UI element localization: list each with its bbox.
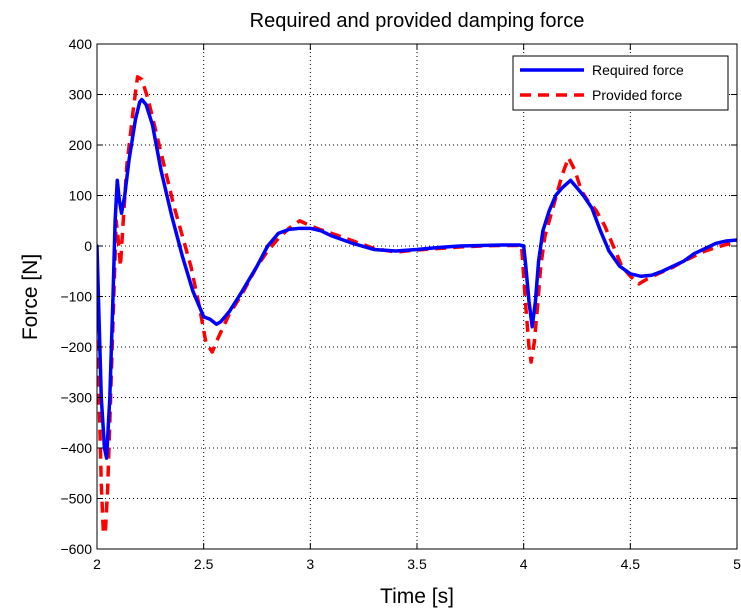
series-line-required-force — [97, 97, 737, 460]
y-tick-label: −300 — [60, 390, 92, 406]
axis-tick-labels: 2 2.5 3 3.5 4 4.5 5 −600 −500 −400 −300 −200 −100 0 10… — [60, 36, 741, 572]
y-tick-label: −400 — [60, 440, 92, 456]
y-tick-label: −100 — [60, 289, 92, 305]
y-tick-label: 400 — [69, 36, 93, 52]
axis-ticks — [96, 43, 738, 550]
y-tick-label: 0 — [84, 238, 92, 254]
series-layer — [97, 75, 737, 536]
y-tick-label: −200 — [60, 339, 92, 355]
legend-label-provided: Provided force — [592, 87, 682, 103]
y-tick-label: 200 — [69, 137, 93, 153]
y-tick-label: 100 — [69, 188, 93, 204]
y-tick-label: −500 — [60, 491, 92, 507]
x-tick-label: 2 — [93, 556, 101, 572]
x-axis-label: Time [s] — [380, 585, 454, 608]
x-tick-label: 4.5 — [621, 556, 641, 572]
x-tick-label: 5 — [733, 556, 741, 572]
y-tick-label: −600 — [60, 541, 92, 557]
x-tick-label: 3.5 — [407, 556, 427, 572]
grid-lines — [97, 44, 737, 549]
legend: Required force Provided force — [512, 55, 729, 111]
x-tick-label: 2.5 — [194, 556, 214, 572]
x-tick-label: 3 — [306, 556, 314, 572]
y-axis-label: Force [N] — [19, 254, 42, 340]
x-tick-label: 4 — [520, 556, 528, 572]
chart-title: Required and provided damping force — [250, 10, 585, 32]
legend-label-required: Required force — [592, 62, 684, 78]
legend-box — [512, 55, 729, 111]
y-tick-label: 300 — [69, 87, 93, 103]
